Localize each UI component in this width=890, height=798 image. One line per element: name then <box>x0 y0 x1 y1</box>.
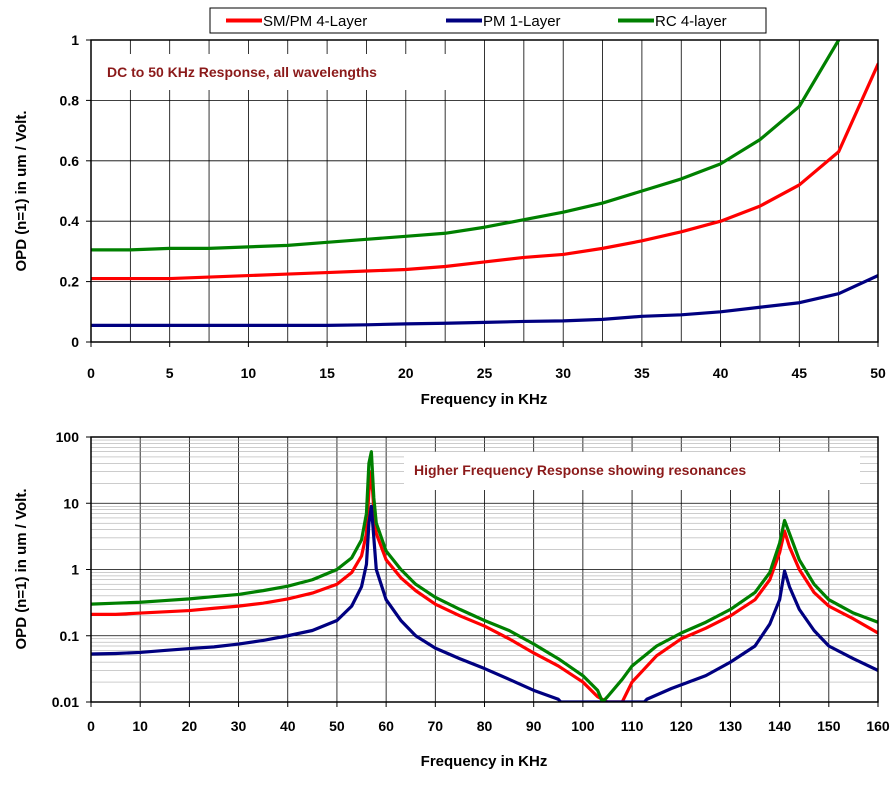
top-xtick-label: 30 <box>555 365 571 381</box>
top-xtick-label: 45 <box>792 365 808 381</box>
bottom-ytick-label: 0.01 <box>52 694 79 710</box>
top-ytick-label: 0.4 <box>60 213 80 229</box>
bottom-xtick-label: 130 <box>719 718 743 734</box>
bottom-ytick-label: 100 <box>56 429 80 445</box>
chart-bottom: Higher Frequency Response showing resona… <box>13 429 890 770</box>
top-xtick-label: 40 <box>713 365 729 381</box>
top-ytick-label: 0.2 <box>60 274 80 290</box>
top-ylabel: OPD (n=1) in um / Volt. <box>13 111 30 272</box>
bottom-ytick-label: 10 <box>63 495 79 511</box>
bottom-series-rc-4-layer <box>91 450 878 702</box>
top-xtick-label: 5 <box>166 365 174 381</box>
bottom-ylabel: OPD (n=1) in um / Volt. <box>13 489 30 650</box>
bottom-xlabel: Frequency in KHz <box>421 753 548 770</box>
top-series-pm-1-layer <box>91 273 878 327</box>
bottom-xtick-label: 100 <box>571 718 595 734</box>
bottom-annotation: Higher Frequency Response showing resona… <box>414 462 746 478</box>
legend-label-pm: PM 1-Layer <box>483 13 561 30</box>
bottom-series-pm-1-layer <box>91 504 878 702</box>
bottom-ytick-label: 1 <box>71 562 79 578</box>
bottom-xtick-label: 20 <box>182 718 198 734</box>
bottom-xtick-label: 80 <box>477 718 493 734</box>
top-xtick-label: 25 <box>477 365 493 381</box>
top-ytick-label: 0.8 <box>60 92 80 108</box>
top-xtick-label: 50 <box>870 365 886 381</box>
bottom-xtick-label: 60 <box>378 718 394 734</box>
bottom-series <box>91 450 878 702</box>
legend: SM/PM 4-Layer PM 1-Layer RC 4-layer <box>209 7 767 34</box>
top-xtick-label: 0 <box>87 365 95 381</box>
bottom-xtick-label: 50 <box>329 718 345 734</box>
top-ytick-label: 0.6 <box>60 153 80 169</box>
bottom-xtick-label: 10 <box>132 718 148 734</box>
legend-label-rc: RC 4-layer <box>655 13 727 30</box>
top-ytick-label: 1 <box>71 32 79 48</box>
bottom-xtick-label: 70 <box>428 718 444 734</box>
top-ticks: 0 5 10 15 20 25 30 35 40 45 50 0 0.2 0.4 0.6 0.8 1 <box>60 32 886 381</box>
bottom-xtick-label: 120 <box>670 718 694 734</box>
bottom-xtick-label: 140 <box>768 718 792 734</box>
top-annotation-box <box>96 54 480 90</box>
bottom-xtick-label: 160 <box>866 718 890 734</box>
top-series-sm-pm-4-layer <box>91 62 878 281</box>
bottom-xtick-label: 0 <box>87 718 95 734</box>
top-series-rc-4-layer <box>91 40 841 252</box>
bottom-xtick-label: 90 <box>526 718 542 734</box>
top-xtick-label: 35 <box>634 365 650 381</box>
top-annotation: DC to 50 KHz Response, all wavelengths <box>107 64 377 80</box>
bottom-xtick-label: 150 <box>817 718 841 734</box>
chart-top: DC to 50 KHz Response, all wavelengths 0… <box>13 32 886 408</box>
legend-box <box>209 7 767 34</box>
top-series <box>91 40 878 327</box>
bottom-xtick-label: 30 <box>231 718 247 734</box>
top-xlabel: Frequency in KHz <box>421 391 548 408</box>
bottom-xtick-label: 110 <box>621 718 644 734</box>
bottom-series-sm-pm-4-layer <box>91 470 878 702</box>
bottom-ticks: 0 10 20 30 40 50 60 70 80 90 100 110 120 130 140 150 160… <box>52 429 890 734</box>
bottom-annotation-box <box>404 452 860 490</box>
bottom-xtick-label: 40 <box>280 718 296 734</box>
top-xtick-label: 10 <box>241 365 257 381</box>
bottom-ytick-label: 0.1 <box>60 628 80 644</box>
top-ytick-label: 0 <box>71 334 79 350</box>
top-xtick-label: 20 <box>398 365 414 381</box>
top-xtick-label: 15 <box>319 365 335 381</box>
legend-label-smpm: SM/PM 4-Layer <box>263 13 367 30</box>
